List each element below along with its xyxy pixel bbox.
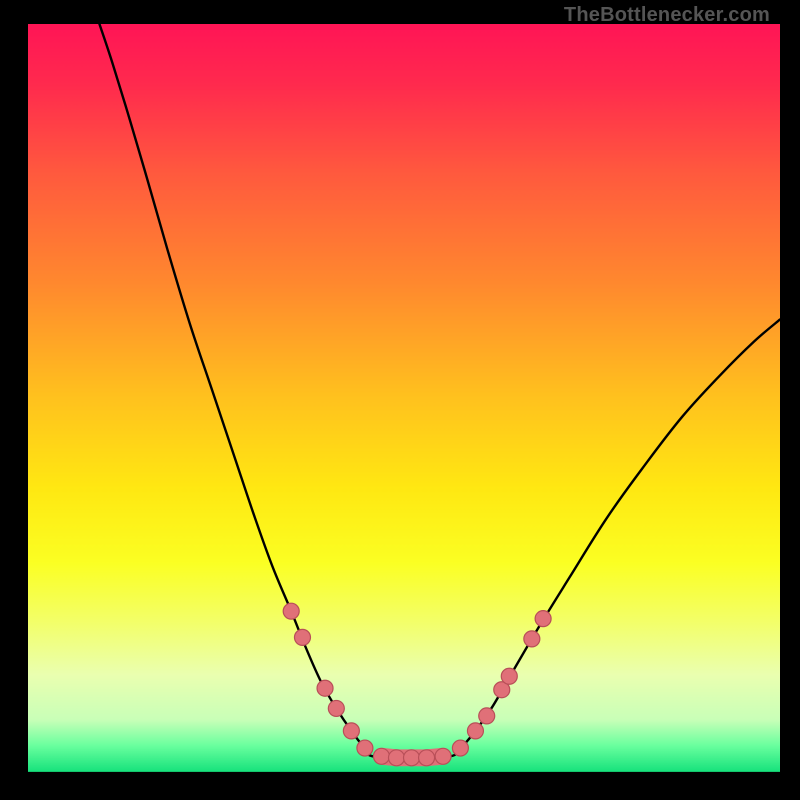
gradient-background: [0, 0, 800, 800]
chart-stage: TheBottlenecker.com: [0, 0, 800, 800]
watermark-text: TheBottlenecker.com: [564, 4, 770, 27]
frame-border-bottom: [0, 772, 800, 800]
frame-border-left: [0, 0, 28, 800]
frame-border-right: [780, 0, 800, 800]
